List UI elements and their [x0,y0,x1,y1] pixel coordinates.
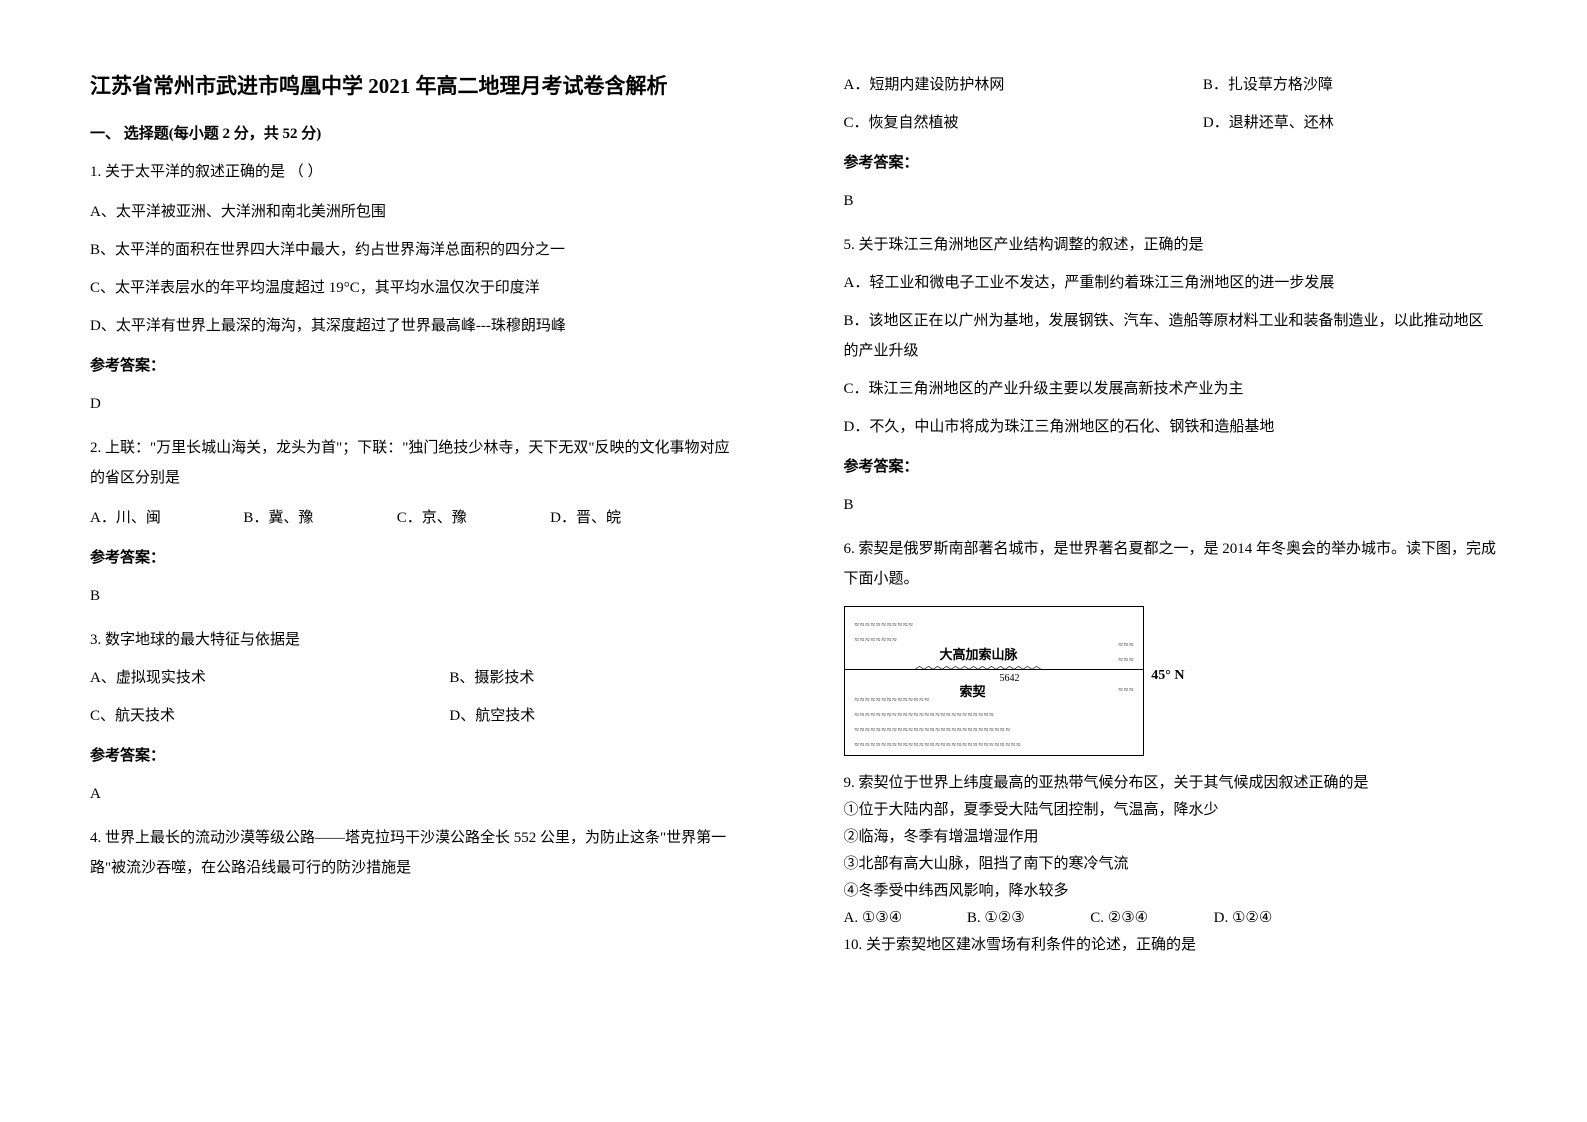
q5-option-c: C．珠江三角洲地区的产业升级主要以发展高新技术产业为主 [844,374,1498,404]
q9-stem: 9. 索契位于世界上纬度最高的亚热带气候分布区，关于其气候成因叙述正确的是 [844,770,1498,797]
q5-option-b: B．该地区正在以广州为基地，发展钢铁、汽车、造船等原材料工业和装备制造业，以此推… [844,306,1498,366]
left-column: 江苏省常州市武进市鸣凰中学 2021 年高二地理月考试卷含解析 一、 选择题(每… [0,0,794,1122]
q3-answer: A [90,779,744,809]
q1-option-d: D、太平洋有世界上最深的海沟，其深度超过了世界最高峰---珠穆朗玛峰 [90,311,744,341]
q9-option-b: B. ①②③ [967,905,1090,932]
q4-stem: 4. 世界上最长的流动沙漠等级公路——塔克拉玛干沙漠公路全长 552 公里，为防… [90,823,744,883]
q3-options-row1: A、虚拟现实技术 B、摄影技术 [90,663,744,693]
q3-answer-label: 参考答案： [90,741,744,771]
city-label: 索契 [960,679,986,705]
q3-option-a: A、虚拟现实技术 [90,663,449,693]
question-1: 1. 关于太平洋的叙述正确的是 （ ） A、太平洋被亚洲、大洋洲和南北美洲所包围… [90,157,744,419]
q1-option-a: A、太平洋被亚洲、大洋洲和南北美洲所包围 [90,197,744,227]
question-6: 6. 索契是俄罗斯南部著名城市，是世界著名夏都之一，是 2014 年冬奥会的举办… [844,534,1498,756]
q1-answer: D [90,389,744,419]
q2-option-a: A．川、闽 [90,503,243,533]
q10-stem: 10. 关于索契地区建冰雪场有利条件的论述，正确的是 [844,932,1498,959]
mountain-label: 大高加索山脉 [940,642,1018,668]
question-5: 5. 关于珠江三角洲地区产业结构调整的叙述，正确的是 A．轻工业和微电子工业不发… [844,230,1498,520]
q1-option-b: B、太平洋的面积在世界四大洋中最大，约占世界海洋总面积的四分之一 [90,235,744,265]
sea-waves-icon: ≈≈≈≈≈≈≈≈≈≈≈≈≈≈≈≈≈≈≈≈≈≈≈≈≈≈≈≈≈≈≈ [855,737,1022,753]
q4-option-a: A．短期内建设防护林网 [844,70,1203,100]
q2-answer: B [90,581,744,611]
question-2: 2. 上联："万里长城山海关，龙头为首"；下联："独门绝技少林寺，天下无双"反映… [90,433,744,611]
q2-option-b: B．冀、豫 [243,503,396,533]
q4-option-d: D．退耕还草、还林 [1203,108,1334,138]
sea-waves-icon: ≈≈≈≈≈≈≈≈≈≈≈≈≈≈≈≈≈≈≈≈≈≈≈≈≈≈≈≈≈ [855,722,1011,738]
sea-waves-icon: ≈≈≈≈≈≈≈≈ [855,632,898,648]
q9-option-c: C. ②③④ [1090,905,1213,932]
q1-option-c: C、太平洋表层水的年平均温度超过 19°C，其平均水温仅次于印度洋 [90,273,744,303]
q4-option-c: C．恢复自然植被 [844,108,1203,138]
q2-answer-label: 参考答案： [90,543,744,573]
q5-answer: B [844,490,1498,520]
q5-answer-label: 参考答案： [844,452,1498,482]
q5-stem: 5. 关于珠江三角洲地区产业结构调整的叙述，正确的是 [844,230,1498,260]
sochi-map-figure: ≈≈≈≈≈≈≈≈≈≈≈ ≈≈≈≈≈≈≈≈ ≈≈≈≈≈≈≈≈≈≈≈≈≈≈ ≈≈≈≈… [844,606,1144,756]
q4-option-b: B．扎设草方格沙障 [1203,70,1333,100]
question-4-continued: A．短期内建设防护林网 B．扎设草方格沙障 C．恢复自然植被 D．退耕还草、还林… [844,70,1498,216]
q5-option-a: A．轻工业和微电子工业不发达，严重制约着珠江三角洲地区的进一步发展 [844,268,1498,298]
section-header: 一、 选择题(每小题 2 分，共 52 分) [90,122,744,143]
question-4: 4. 世界上最长的流动沙漠等级公路——塔克拉玛干沙漠公路全长 552 公里，为防… [90,823,744,883]
q9-option-d: D. ①②④ [1214,905,1337,932]
q4-options-row1: A．短期内建设防护林网 B．扎设草方格沙障 [844,70,1498,100]
q9-statement-3: ③北部有高大山脉，阻挡了南下的寒冷气流 [844,851,1498,878]
q9-options: A. ①③④ B. ①②③ C. ②③④ D. ①②④ [844,905,1498,932]
q4-options-row2: C．恢复自然植被 D．退耕还草、还林 [844,108,1498,138]
q2-stem: 2. 上联："万里长城山海关，龙头为首"；下联："独门绝技少林寺，天下无双"反映… [90,433,744,493]
q9-statement-2: ②临海，冬季有增温增湿作用 [844,824,1498,851]
question-9: 9. 索契位于世界上纬度最高的亚热带气候分布区，关于其气候成因叙述正确的是 ①位… [844,770,1498,959]
question-3: 3. 数字地球的最大特征与依据是 A、虚拟现实技术 B、摄影技术 C、航天技术 … [90,625,744,809]
sea-waves-icon: ≈≈≈ [1118,652,1134,668]
sea-waves-icon: ≈≈≈ [1118,637,1134,653]
q1-answer-label: 参考答案： [90,351,744,381]
q9-statement-4: ④冬季受中纬西风影响，降水较多 [844,878,1498,905]
exam-title: 江苏省常州市武进市鸣凰中学 2021 年高二地理月考试卷含解析 [90,70,744,104]
q2-option-d: D．晋、皖 [550,503,703,533]
latitude-label: 45° N [1151,662,1184,690]
q4-answer-label: 参考答案： [844,148,1498,178]
elevation-label: 5642 [1000,669,1020,689]
q1-stem: 1. 关于太平洋的叙述正确的是 （ ） [90,157,744,187]
right-column: A．短期内建设防护林网 B．扎设草方格沙障 C．恢复自然植被 D．退耕还草、还林… [794,0,1587,1122]
q3-options-row2: C、航天技术 D、航空技术 [90,701,744,731]
q5-option-d: D．不久，中山市将成为珠江三角洲地区的石化、钢铁和造船基地 [844,412,1498,442]
q6-stem: 6. 索契是俄罗斯南部著名城市，是世界著名夏都之一，是 2014 年冬奥会的举办… [844,534,1498,594]
q4-answer: B [844,186,1498,216]
sea-waves-icon: ≈≈≈≈≈≈≈≈≈≈≈ [855,617,914,633]
sea-waves-icon: ≈≈≈≈≈≈≈≈≈≈≈≈≈≈≈≈≈≈≈≈≈≈≈≈≈≈ [855,707,995,723]
q3-stem: 3. 数字地球的最大特征与依据是 [90,625,744,655]
sea-waves-icon: ≈≈≈≈≈≈≈≈≈≈≈≈≈≈ [855,692,930,708]
q3-option-c: C、航天技术 [90,701,449,731]
q9-statement-1: ①位于大陆内部，夏季受大陆气团控制，气温高，降水少 [844,797,1498,824]
q9-option-a: A. ①③④ [844,905,967,932]
q3-option-d: D、航空技术 [449,701,535,731]
sea-waves-icon: ≈≈≈ [1118,682,1134,698]
q2-options: A．川、闽 B．冀、豫 C．京、豫 D．晋、皖 [90,503,744,533]
q3-option-b: B、摄影技术 [449,663,534,693]
q2-option-c: C．京、豫 [397,503,550,533]
